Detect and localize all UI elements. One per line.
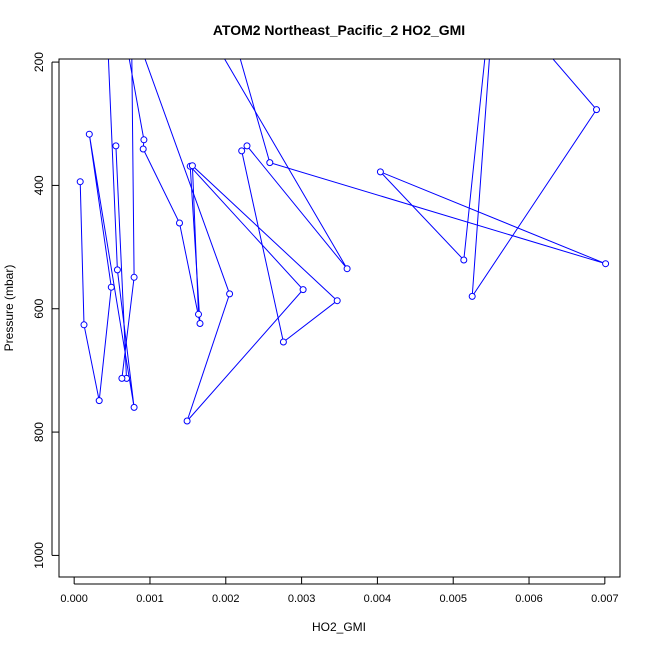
data-point <box>376 168 384 176</box>
data-point <box>140 136 148 144</box>
data-point <box>118 374 126 382</box>
data-point <box>112 142 120 150</box>
y-axis: 200 400 600 800 1000 <box>32 52 59 569</box>
y-tick-label: 400 <box>32 175 46 195</box>
data-point <box>195 310 202 318</box>
data-point <box>85 130 93 138</box>
data-point <box>279 338 287 346</box>
data-point <box>593 106 600 114</box>
x-axis: 0.000 0.001 0.002 0.003 0.004 0.005 0.006 0.007 <box>60 577 619 605</box>
series-line-4 <box>191 59 348 343</box>
data-point <box>266 159 274 167</box>
data-point <box>76 178 84 186</box>
series-line-2 <box>128 59 304 422</box>
series-line-5 <box>239 59 606 265</box>
y-tick-label: 600 <box>32 298 46 318</box>
series-line-6 <box>471 59 598 299</box>
data-point <box>183 417 191 425</box>
series-layer <box>79 59 606 422</box>
data-point <box>107 283 115 291</box>
data-point <box>80 321 88 329</box>
series-line-1 <box>79 59 135 408</box>
x-tick-label: 0.007 <box>591 593 619 605</box>
data-point <box>243 142 251 150</box>
data-point <box>299 286 307 294</box>
data-point <box>130 403 138 411</box>
data-point <box>196 320 204 327</box>
data-point <box>113 266 121 274</box>
x-tick-label: 0.003 <box>288 593 316 605</box>
x-tick-label: 0.000 <box>60 593 88 605</box>
y-tick-label: 800 <box>32 422 46 442</box>
y-tick-label: 1000 <box>32 542 46 569</box>
data-point <box>139 145 147 153</box>
data-point <box>333 297 341 305</box>
data-point <box>176 219 183 227</box>
x-tick-label: 0.004 <box>364 593 392 605</box>
data-point <box>343 265 351 273</box>
data-point <box>226 290 234 298</box>
y-tick-label: 200 <box>32 52 46 72</box>
chart-title: ATOM2 Northeast_Pacific_2 HO2_GMI <box>213 22 465 38</box>
data-point <box>238 147 246 155</box>
data-point <box>602 260 610 268</box>
data-point <box>130 273 138 281</box>
x-axis-label: HO2_GMI <box>312 620 366 634</box>
data-point <box>95 397 103 405</box>
x-tick-label: 0.002 <box>212 593 240 605</box>
plot-frame <box>58 58 621 578</box>
data-point <box>188 162 196 170</box>
data-point <box>468 292 476 300</box>
data-point <box>460 256 468 264</box>
x-tick-label: 0.001 <box>136 593 164 605</box>
marker-layer <box>76 106 610 425</box>
x-tick-label: 0.006 <box>515 593 543 605</box>
y-axis-label: Pressure (mbar) <box>2 265 16 352</box>
x-tick-label: 0.005 <box>439 593 467 605</box>
